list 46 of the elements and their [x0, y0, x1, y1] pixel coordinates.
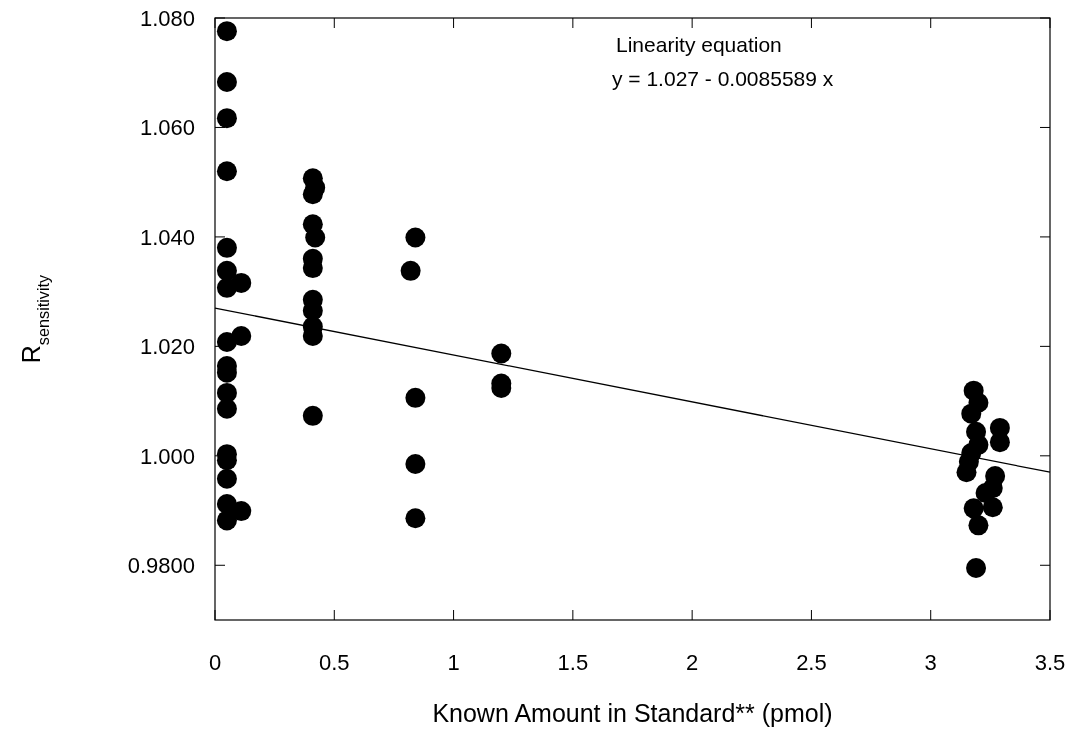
point [405, 227, 426, 248]
point [305, 227, 326, 248]
point [216, 21, 237, 42]
point [989, 432, 1010, 453]
point [956, 462, 977, 483]
point [302, 184, 323, 205]
point [302, 405, 323, 426]
point [216, 72, 237, 93]
y-tick-label: 1.020 [139, 334, 195, 360]
point [982, 497, 1003, 518]
y-tick-label: 1.040 [139, 224, 195, 250]
point [966, 558, 987, 578]
point [216, 237, 237, 258]
x-tick-label: 2 [686, 650, 699, 675]
point [216, 161, 237, 182]
y-tick-label: 1.000 [139, 443, 195, 469]
point [231, 272, 252, 293]
x-tick-label: 0.5 [318, 650, 350, 675]
x-tick-label: 0 [208, 650, 222, 675]
point [491, 343, 512, 364]
x-axis-title: Known Amount in Standard** (pmol) [432, 699, 833, 727]
point [961, 403, 982, 424]
y-tick-label: 0.9800 [127, 552, 195, 578]
x-tick-label: 2.5 [796, 650, 827, 675]
x-tick-label: 3.5 [1034, 650, 1066, 675]
point [405, 454, 426, 475]
y-tick-label: 1.060 [139, 115, 195, 141]
point [216, 260, 237, 281]
point [963, 498, 984, 519]
point [231, 501, 252, 522]
point [216, 108, 237, 129]
point [231, 325, 252, 346]
annotation: Linearity equation [616, 33, 782, 56]
point [216, 468, 237, 489]
y-tick-label: 1.080 [139, 5, 195, 31]
point [405, 387, 426, 408]
x-tick-label: 1 [447, 650, 460, 675]
point [968, 434, 989, 455]
point [968, 515, 989, 536]
x-tick-label: 3 [924, 650, 937, 675]
annotation: y = 1.027 - 0.0085589 x [612, 67, 834, 90]
x-tick-label: 1.5 [557, 650, 589, 675]
point [216, 510, 237, 531]
point [400, 260, 421, 281]
point [405, 508, 426, 529]
point [216, 398, 237, 419]
